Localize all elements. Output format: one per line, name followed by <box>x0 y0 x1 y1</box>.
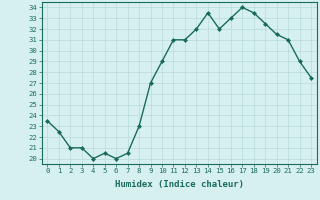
X-axis label: Humidex (Indice chaleur): Humidex (Indice chaleur) <box>115 180 244 189</box>
